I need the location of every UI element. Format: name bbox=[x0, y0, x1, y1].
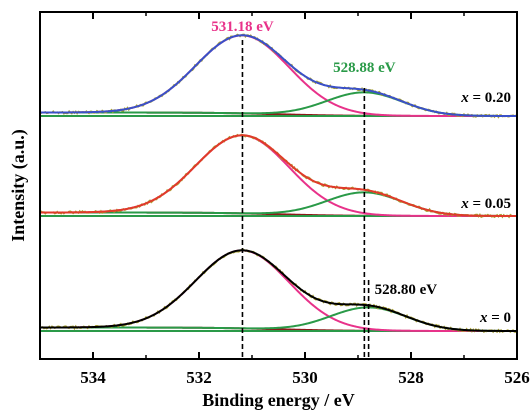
envelope-curve bbox=[40, 34, 517, 117]
x-tick-label: 526 bbox=[504, 368, 530, 387]
main-peak-curve bbox=[40, 34, 517, 117]
panel-label-value: = 0 bbox=[487, 310, 511, 326]
panel-label: x = 0 bbox=[479, 310, 511, 326]
x-tick-label: 534 bbox=[80, 368, 106, 387]
x-tick-label: 528 bbox=[398, 368, 424, 387]
shoulder-peak-curve bbox=[40, 91, 517, 117]
main-peak-curve bbox=[40, 134, 517, 217]
panel-label-variable: x bbox=[460, 90, 469, 106]
x-axis-title: Binding energy / eV bbox=[202, 390, 355, 410]
panel-label-value: = 0.20 bbox=[469, 90, 511, 106]
panel-label: x = 0.20 bbox=[460, 90, 511, 106]
shoulder-peak-curve bbox=[40, 191, 517, 217]
main-peak-curve bbox=[40, 249, 517, 332]
peak-annotation: 528.88 eV bbox=[333, 60, 396, 76]
panel-2: x = 0.05 bbox=[39, 133, 518, 219]
x-axis: 534 532 530 528 526 bbox=[39, 12, 530, 387]
envelope-curve bbox=[40, 249, 518, 332]
x-tick-label: 532 bbox=[186, 368, 212, 387]
panel-label: x = 0.05 bbox=[460, 196, 511, 212]
envelope-curve bbox=[40, 134, 517, 217]
plot-frame bbox=[39, 11, 518, 360]
raw-data-curve bbox=[39, 133, 518, 219]
y-axis-title: Intensity (a.u.) bbox=[8, 129, 29, 242]
panel-label-value: = 0.05 bbox=[469, 196, 511, 212]
raw-data-curve bbox=[39, 248, 518, 334]
peak-annotation: 528.80 eV bbox=[375, 282, 438, 298]
raw-data-curve bbox=[39, 33, 518, 119]
x-tick-label: 530 bbox=[292, 368, 318, 387]
panel-label-variable: x bbox=[460, 196, 469, 212]
panel-label-variable: x bbox=[479, 310, 488, 326]
panel-3: x = 0 528.80 eV bbox=[39, 248, 518, 334]
reference-lines bbox=[241, 40, 370, 359]
panel-1: x = 0.20 531.18 eV 528.88 eV bbox=[39, 19, 518, 119]
peak-annotation: 531.18 eV bbox=[211, 19, 274, 35]
